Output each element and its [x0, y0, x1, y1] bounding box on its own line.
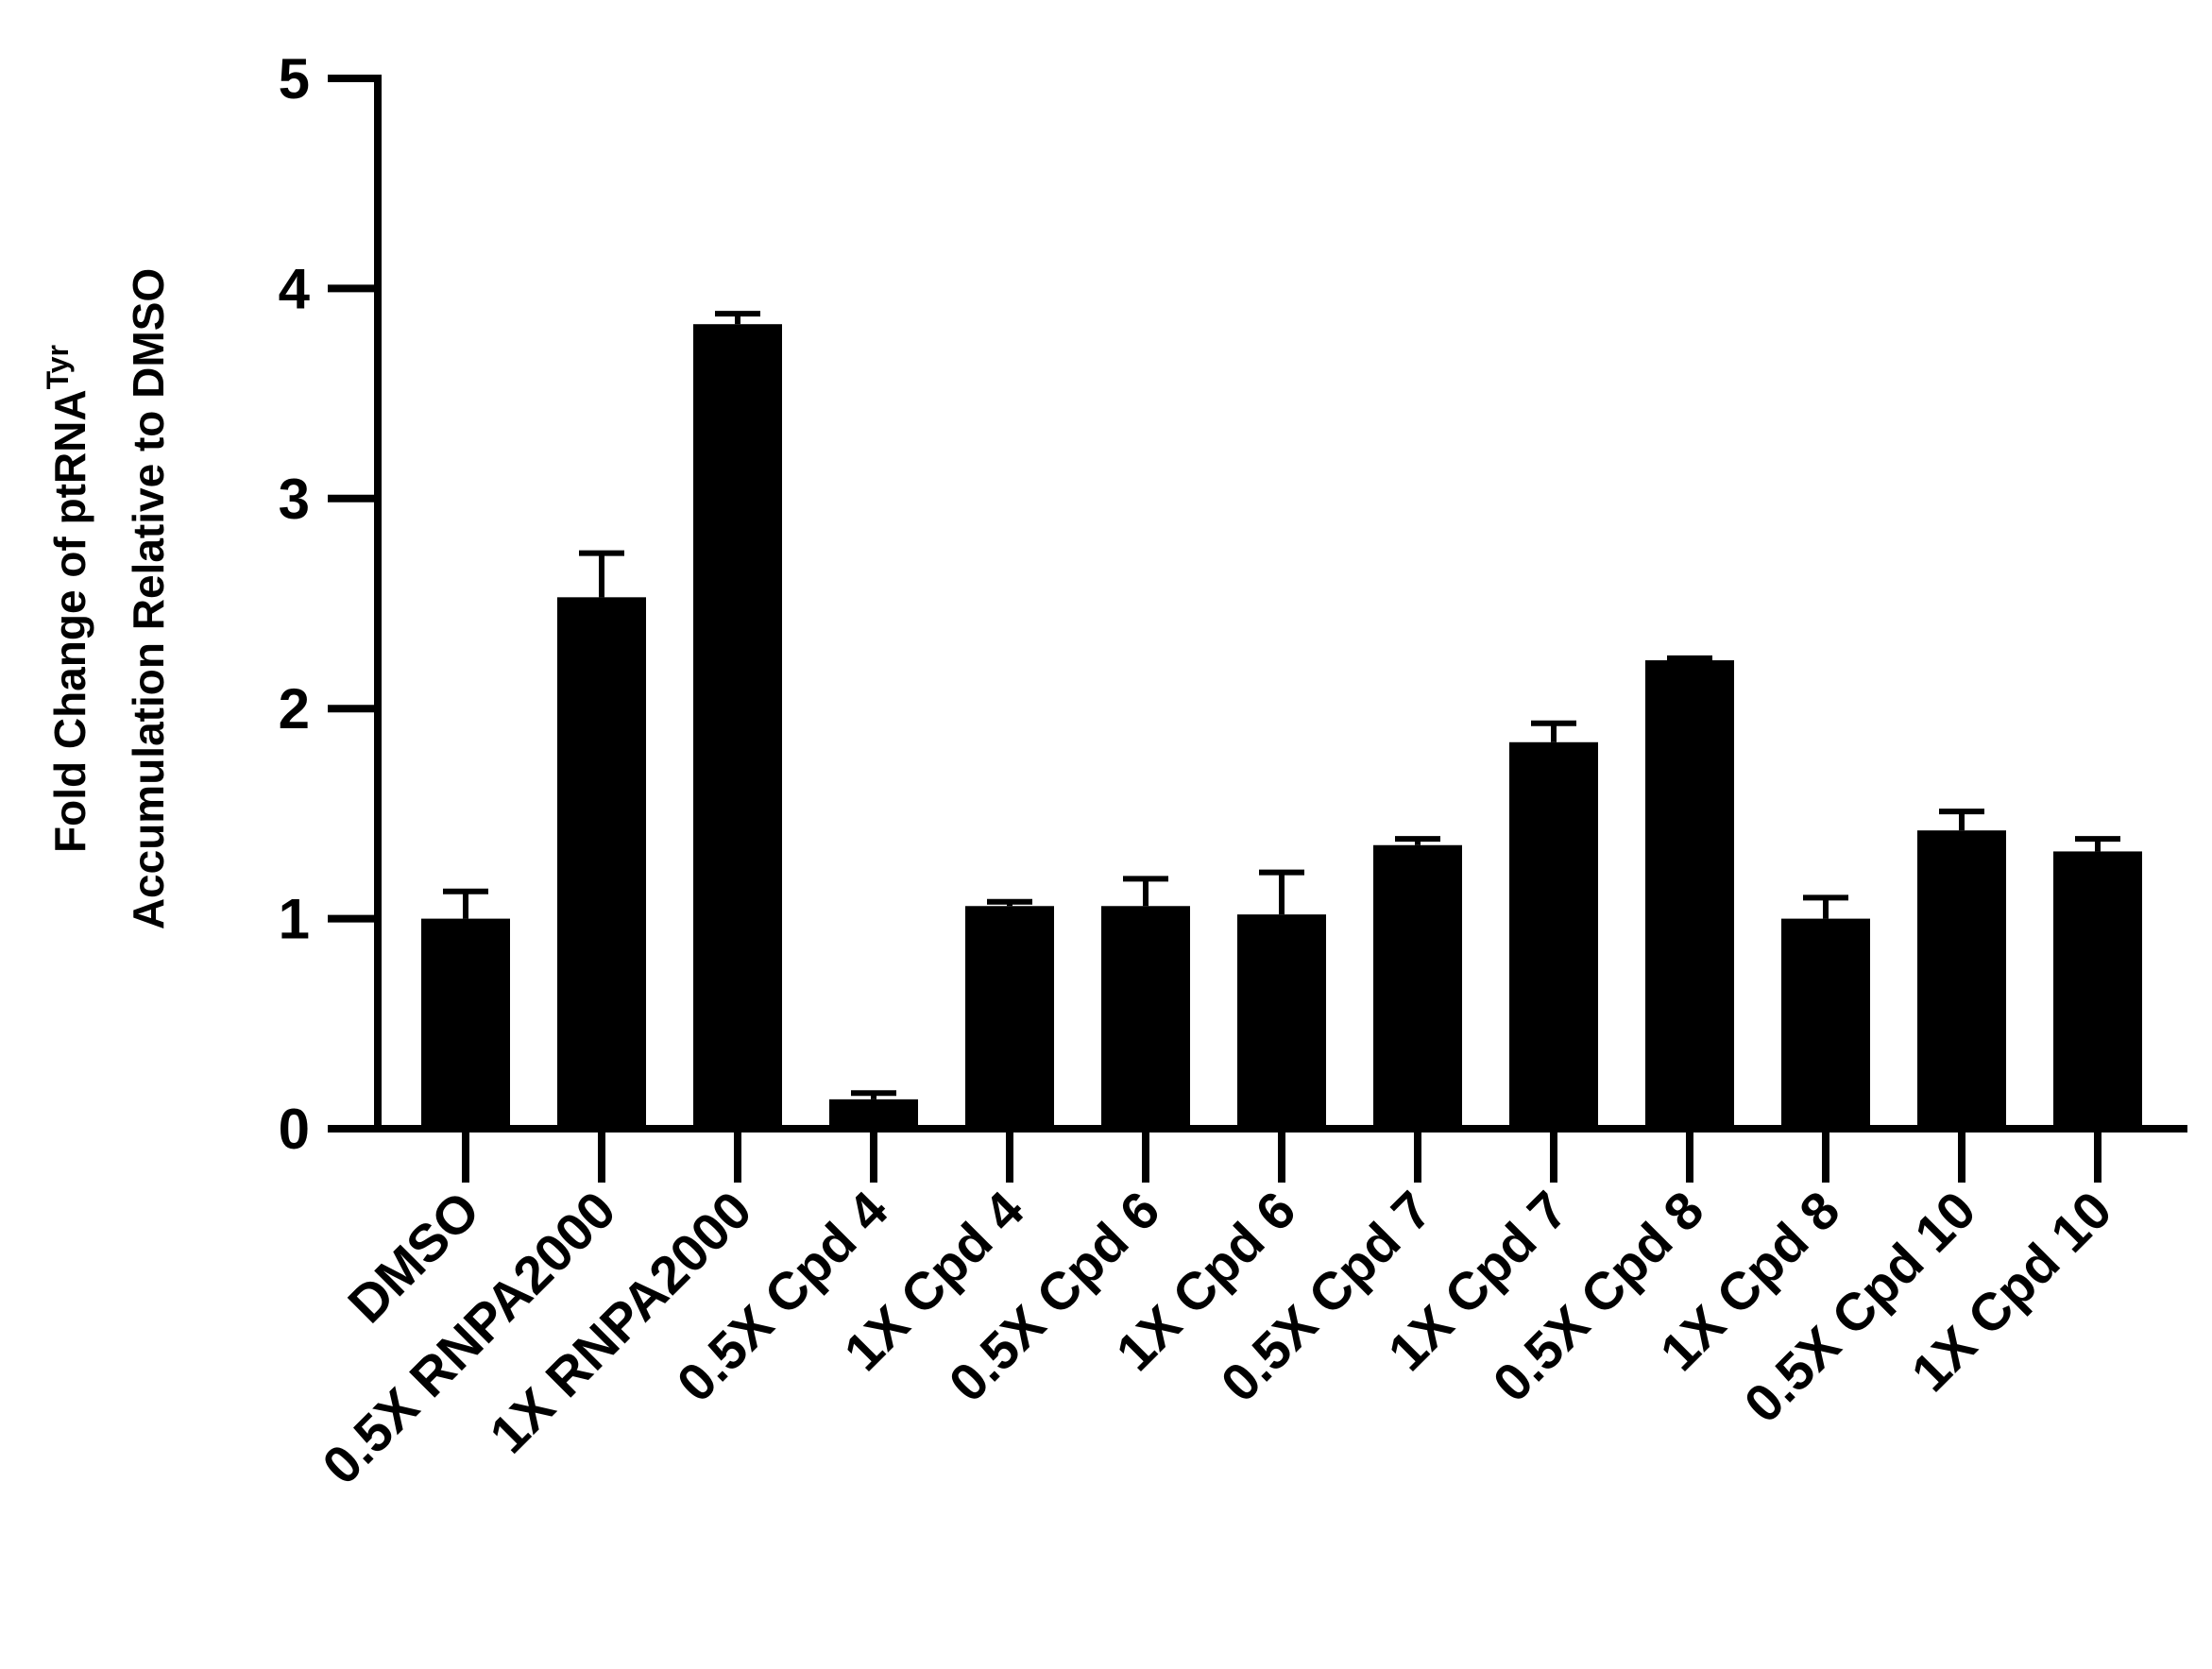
- bar: [693, 324, 782, 1129]
- y-axis-label: Accumulation Relative to DMSO: [124, 268, 173, 929]
- y-tick-label: 2: [279, 677, 310, 741]
- bar: [421, 918, 510, 1129]
- bar: [1101, 906, 1190, 1129]
- y-tick-label: 0: [279, 1098, 310, 1161]
- y-tick-label: 1: [279, 888, 310, 951]
- bar: [2053, 851, 2142, 1129]
- y-tick-label: 4: [279, 257, 311, 320]
- y-tick-label: 3: [279, 468, 310, 531]
- y-tick-label: 5: [279, 47, 310, 111]
- bar: [1645, 660, 1734, 1129]
- bar: [965, 906, 1054, 1129]
- bar: [1917, 830, 2006, 1129]
- bar: [829, 1098, 918, 1129]
- y-axis-label: Fold Change of ptRNATyr: [41, 345, 94, 853]
- bar: [1509, 741, 1598, 1129]
- bar: [1373, 844, 1462, 1129]
- y-axis-label-superscript: Tyr: [41, 345, 75, 389]
- bar: [557, 597, 646, 1129]
- bar: [1237, 914, 1326, 1129]
- y-axis-label-line: Fold Change of ptRNA: [45, 389, 94, 853]
- bar: [1781, 918, 1870, 1129]
